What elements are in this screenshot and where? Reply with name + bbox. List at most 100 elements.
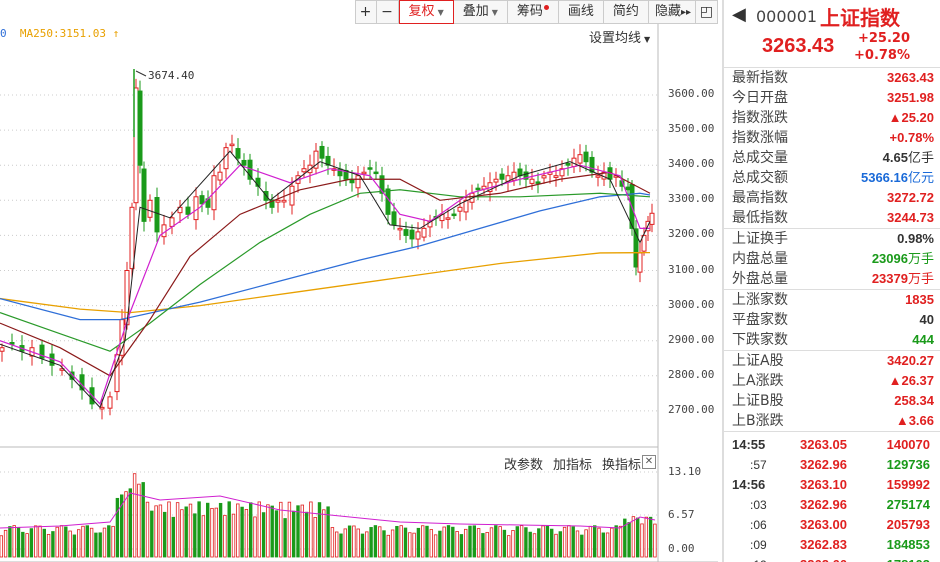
chips-button[interactable]: 筹码 <box>507 0 559 24</box>
volume-bar <box>339 533 343 558</box>
volume-bar <box>377 526 382 558</box>
quote-value: +0.78% <box>889 130 934 145</box>
adjust-button[interactable]: 复权 ▼ <box>398 0 454 24</box>
ma250-line <box>0 251 651 314</box>
volume-bar <box>296 505 300 558</box>
draw-line-button[interactable]: 画线 <box>558 0 604 24</box>
volume-bar <box>554 533 558 558</box>
volume-bar <box>12 525 16 558</box>
quote-value: ▲3.66 <box>895 413 934 428</box>
summary-button[interactable]: 简约 <box>603 0 649 24</box>
trade-price: 3262.96 <box>800 497 847 512</box>
volume-tick-label: 0.00 <box>668 542 695 555</box>
add-indicator-button[interactable]: 加指标 <box>553 458 593 473</box>
volume-bar <box>648 516 653 558</box>
quote-row: 总成交额 5366.16亿元 <box>724 168 940 188</box>
volume-ma-line <box>0 492 656 529</box>
kline-svg[interactable] <box>0 0 718 562</box>
hide-button[interactable]: 隐藏▸▸ <box>648 0 696 24</box>
zoom-out-button[interactable]: − <box>376 0 399 24</box>
volume-bar <box>25 533 29 558</box>
candle-body <box>275 199 281 203</box>
price-tick-label: 3200.00 <box>668 227 715 241</box>
volume-bar <box>184 506 188 558</box>
volume-bar <box>257 501 261 558</box>
candle-body <box>154 197 160 233</box>
trade-price: 3263.05 <box>800 437 847 452</box>
quote-label: 下跌家数 <box>732 332 788 348</box>
volume-bar <box>382 530 386 558</box>
trade-time: :06 <box>750 518 767 532</box>
volume-bar <box>72 534 77 558</box>
quote-row: 上证B股 258.34 <box>724 391 940 411</box>
volume-bar <box>420 525 425 558</box>
candle-body <box>137 90 143 166</box>
volume-bar <box>494 525 498 558</box>
kline-chart-area[interactable]: + − 复权 ▼ 叠加 ▼ 筹码 画线 简约 隐藏▸▸ ◰ 0 MA250:3151… <box>0 0 718 562</box>
volume-bar <box>498 526 502 558</box>
quote-value: 23096万手 <box>871 251 934 267</box>
quote-value: 3244.73 <box>887 210 934 225</box>
current-price: 3263.43 <box>762 35 835 57</box>
volume-bar <box>197 501 201 558</box>
volume-bar <box>537 528 541 558</box>
volume-bar <box>162 511 167 558</box>
chips-label: 筹码 <box>516 4 543 19</box>
candle-body <box>349 179 355 184</box>
volume-bar <box>94 532 98 558</box>
trade-volume: 205793 <box>886 517 930 532</box>
candle-body <box>415 231 421 240</box>
ma-settings-button[interactable]: 设置均线 ▼ <box>589 27 650 46</box>
volume-bar <box>580 534 584 558</box>
quote-label: 今日开盘 <box>732 90 788 106</box>
trade-time: :12 <box>750 555 767 562</box>
candle-body <box>463 199 469 213</box>
change-value: +25.20 <box>857 31 910 46</box>
change-params-button[interactable]: 改参数 <box>504 458 544 473</box>
candle-body <box>499 173 505 180</box>
volume-bar <box>34 525 38 558</box>
candle-body <box>409 229 415 240</box>
close-icon[interactable]: ✕ <box>642 455 656 469</box>
switch-indicator-button[interactable]: 换指标 <box>602 458 642 473</box>
volume-bar <box>399 525 403 558</box>
candle-body <box>511 171 517 181</box>
volume-bar <box>81 525 85 558</box>
candle-body <box>235 148 241 159</box>
candle-body <box>129 206 135 270</box>
volume-bar <box>386 534 390 558</box>
quote-row: 上证换手 0.98% <box>724 229 940 249</box>
candle-body <box>649 212 655 225</box>
volume-bar <box>618 525 623 558</box>
quote-row: 下跌家数 444 <box>724 330 940 350</box>
trade-volume: 129736 <box>886 457 930 472</box>
trade-time: :03 <box>750 498 767 512</box>
tick-trades-list[interactable]: 14:55 3263.05 140070:57 3262.96 129736 14:56 3… <box>724 432 940 562</box>
volume-bar <box>524 527 528 558</box>
quote-row: 上证A股 3420.27 <box>724 351 940 371</box>
quote-value: 5366.16亿元 <box>860 170 934 186</box>
volume-bar <box>515 526 519 558</box>
volume-bar <box>154 505 158 558</box>
volume-bar <box>317 502 322 558</box>
window-toggle-button[interactable]: ◰ <box>696 0 718 24</box>
zoom-in-button[interactable]: + <box>354 0 377 24</box>
overlay-button[interactable]: 叠加 ▼ <box>453 0 508 24</box>
chevron-down-icon: ▼ <box>437 8 444 17</box>
volume-bar <box>291 510 296 558</box>
quote-unit: 万手 <box>907 252 934 267</box>
candle-body <box>114 354 120 393</box>
arrow-up-icon: ↑ <box>112 27 120 40</box>
back-arrow-icon[interactable]: ◀ <box>732 4 746 25</box>
volume-bar <box>347 525 352 558</box>
quote-label: 上证B股 <box>732 393 784 409</box>
quote-label: 上证换手 <box>732 231 788 247</box>
candle-body <box>147 199 153 218</box>
quote-row: 上A涨跌 ▲26.37 <box>724 371 940 391</box>
price-tick-label: 2800.00 <box>668 367 715 381</box>
volume-bar <box>261 512 266 558</box>
trade-row: 14:56 3263.10 159992 <box>724 475 940 495</box>
volume-bar <box>150 510 154 558</box>
candle-body <box>637 252 643 273</box>
chevron-down-icon: ▼ <box>644 35 651 44</box>
